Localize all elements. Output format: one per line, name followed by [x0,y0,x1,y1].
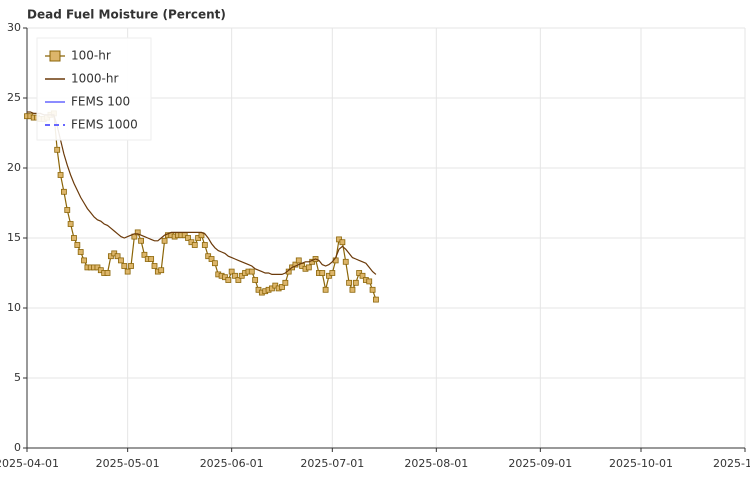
y-tick-label: 15 [7,231,21,244]
point-marker [114,253,121,260]
x-tick-label: 2025-05-01 [96,457,160,470]
legend-label: FEMS 100 [71,95,130,109]
point-marker [232,272,238,279]
point-marker [71,235,77,241]
point-marker [128,263,134,269]
point-marker [305,264,312,271]
point-marker [74,242,81,248]
x-tick-label: 2025-04-01 [0,457,59,470]
point-marker [208,256,215,262]
point-marker [279,284,285,290]
point-marker [346,279,352,286]
point-marker [211,260,218,267]
point-marker [57,172,64,178]
point-marker [104,270,111,276]
point-marker [148,256,155,262]
point-marker [342,258,349,265]
legend-label: 1000-hr [71,72,118,86]
point-marker [121,263,128,269]
y-tick-label: 10 [7,301,21,314]
y-tick-label: 0 [14,441,21,454]
point-marker [319,270,326,276]
point-marker [81,257,87,264]
point-marker [366,278,373,285]
point-marker [352,279,359,286]
point-marker [77,249,84,255]
point-marker [118,257,124,264]
x-tick-label: 2025-10-01 [609,457,673,470]
y-tick-label: 5 [14,371,21,384]
point-marker [339,239,346,246]
point-marker [191,242,198,248]
chart-title: Dead Fuel Moisture (Percent) [27,8,226,22]
series-line [27,111,377,275]
x-tick-label: 2025-09-01 [508,457,572,470]
point-marker [134,229,141,236]
point-marker [124,268,131,275]
y-tick-label: 30 [7,21,21,34]
point-marker [151,263,158,269]
point-marker [161,237,168,244]
y-tick-label: 20 [7,161,21,174]
point-marker [61,188,67,195]
point-marker [185,235,191,241]
point-marker [329,270,336,276]
x-tick-label: 2025-06-01 [200,457,264,470]
point-marker [225,277,232,283]
point-marker [158,267,165,274]
legend-marker [49,50,61,62]
point-marker [141,251,148,258]
x-tick-label: 2025-11-01 [713,457,750,470]
point-marker [282,279,289,286]
point-marker [67,221,74,227]
point-marker [138,237,144,244]
point-marker [201,242,208,248]
x-tick-label: 2025-08-01 [404,457,468,470]
point-marker [248,268,255,275]
point-marker [322,286,329,293]
point-marker [54,146,61,153]
point-marker [295,257,302,264]
legend-label: FEMS 1000 [71,118,138,132]
point-marker [252,277,259,283]
point-marker [369,286,376,293]
point-marker [359,272,366,279]
x-tick-label: 2025-07-01 [300,457,364,470]
y-tick-label: 25 [7,91,21,104]
point-marker [373,296,379,303]
point-marker [235,277,242,283]
legend-label: 100-hr [71,49,111,63]
point-marker [349,286,356,293]
point-marker [228,268,235,275]
point-marker [64,207,71,213]
